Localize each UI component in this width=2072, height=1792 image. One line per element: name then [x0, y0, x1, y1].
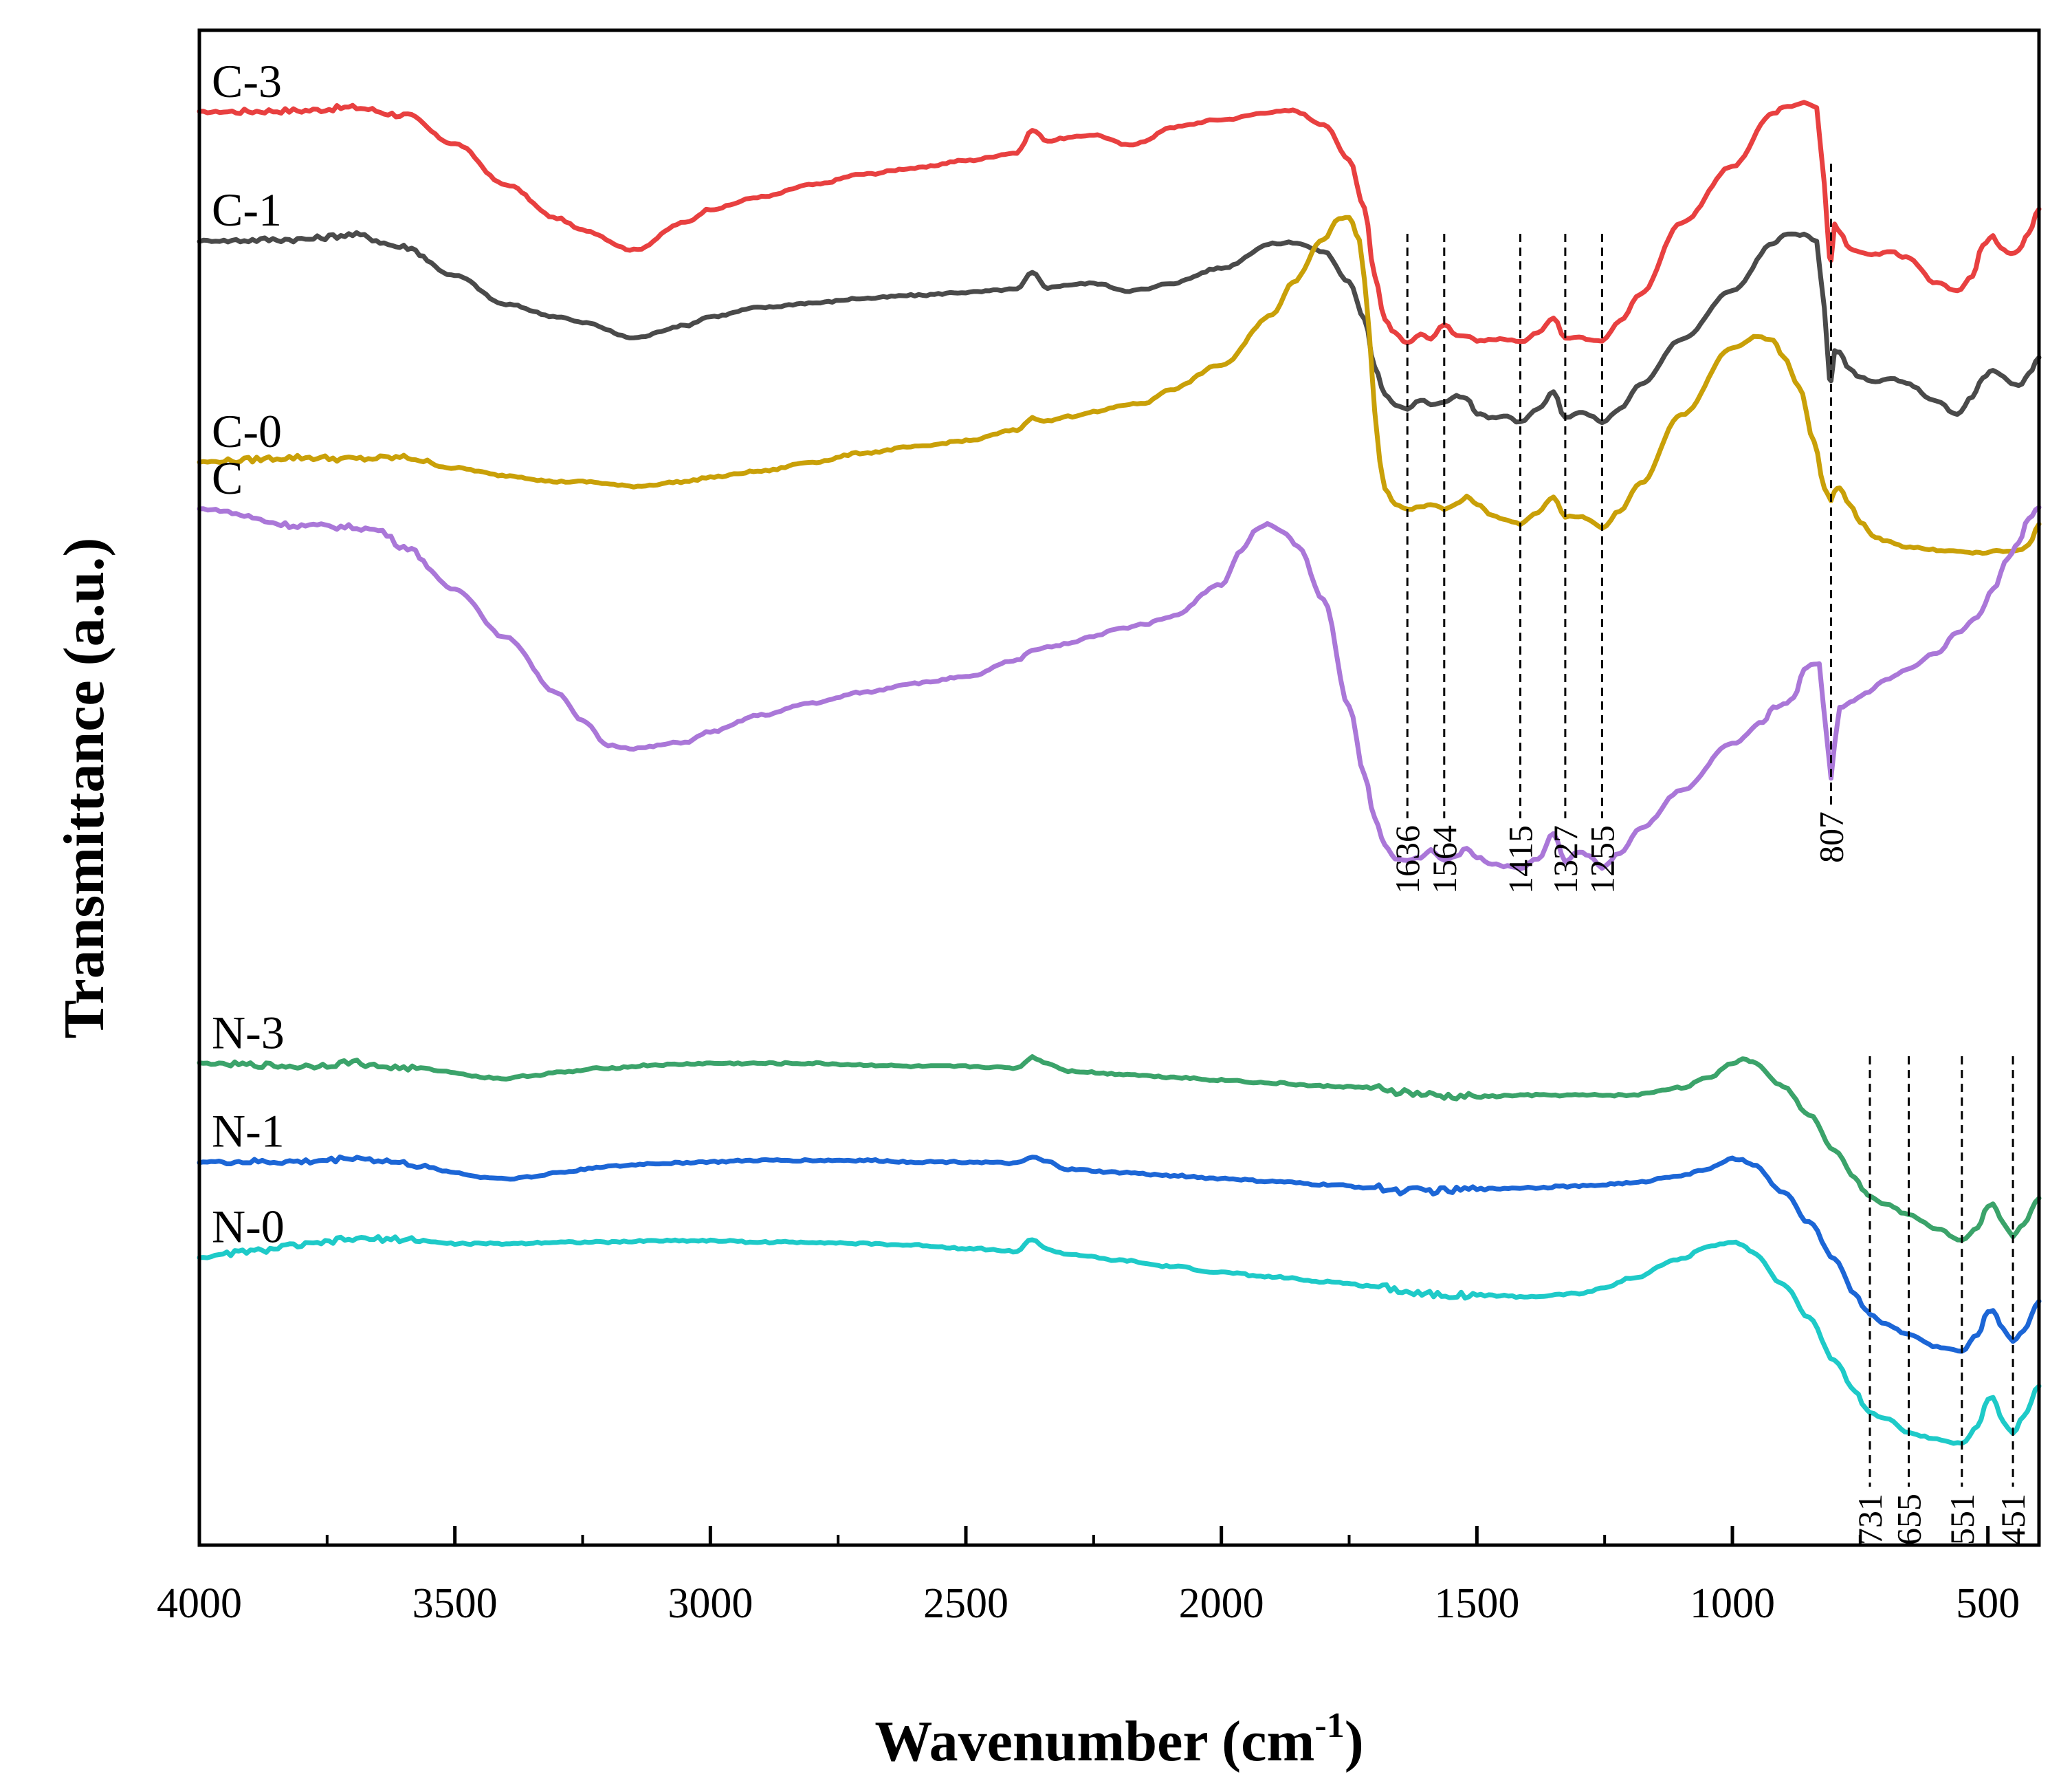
peak-lower-label-551: 551 [1943, 1494, 1981, 1545]
peak-upper-label-1564: 1564 [1425, 825, 1464, 894]
peak-upper-label-1415: 1415 [1501, 825, 1540, 894]
x-tick-label-1000: 1000 [1690, 1580, 1775, 1627]
series-line-n-1 [197, 1154, 2042, 1354]
peak-lower-label-655: 655 [1890, 1494, 1928, 1545]
peak-upper-label-1255: 1255 [1583, 825, 1621, 894]
series-label-n-1: N-1 [212, 1105, 285, 1157]
series-line-n-3 [197, 1054, 2042, 1243]
series-line-c-1 [197, 230, 2042, 426]
peak-lower-label-451: 451 [1994, 1494, 2032, 1545]
series-label-c-3: C-3 [212, 55, 282, 107]
x-tick-label-2500: 2500 [923, 1580, 1009, 1627]
peak-lower-label-731: 731 [1851, 1494, 1889, 1545]
x-tick-label-2000: 2000 [1179, 1580, 1264, 1627]
x-tick-label-4000: 4000 [157, 1580, 242, 1627]
peak-upper-label-1327: 1327 [1546, 825, 1585, 894]
series-labels-group: C-3 C-1 C-0C N-3 N-1 N-0 [212, 55, 285, 1252]
series-line-c [197, 505, 2042, 871]
x-tick-label-3500: 3500 [412, 1580, 498, 1627]
series-group [197, 100, 2042, 1446]
series-line-n-0 [197, 1234, 2042, 1446]
series-label-c: C [212, 452, 243, 504]
peak-upper-label-1636: 1636 [1388, 825, 1426, 894]
peak-upper-label-807: 807 [1812, 811, 1851, 863]
series-line-c-0 [197, 215, 2042, 556]
x-axis-title: Wavenumber (cm-1) [874, 1706, 1363, 1773]
plot-frame [197, 28, 2041, 1547]
series-label-n-0: N-0 [212, 1200, 285, 1252]
x-ticks-group: 4000 3500 3000 2500 2000 1500 1000 500 [157, 1526, 2020, 1627]
series-line-c-3 [197, 100, 2042, 346]
axes-group [197, 28, 2041, 1547]
x-tick-label-1500: 1500 [1434, 1580, 1519, 1627]
series-label-c-1: C-1 [212, 184, 282, 236]
x-tick-label-3000: 3000 [668, 1580, 753, 1627]
series-label-c-0: C-0 [212, 405, 282, 457]
series-label-n-3: N-3 [212, 1006, 285, 1058]
x-tick-label-500: 500 [1956, 1580, 2020, 1627]
y-axis-title: Transmittance (a.u.) [52, 538, 116, 1039]
